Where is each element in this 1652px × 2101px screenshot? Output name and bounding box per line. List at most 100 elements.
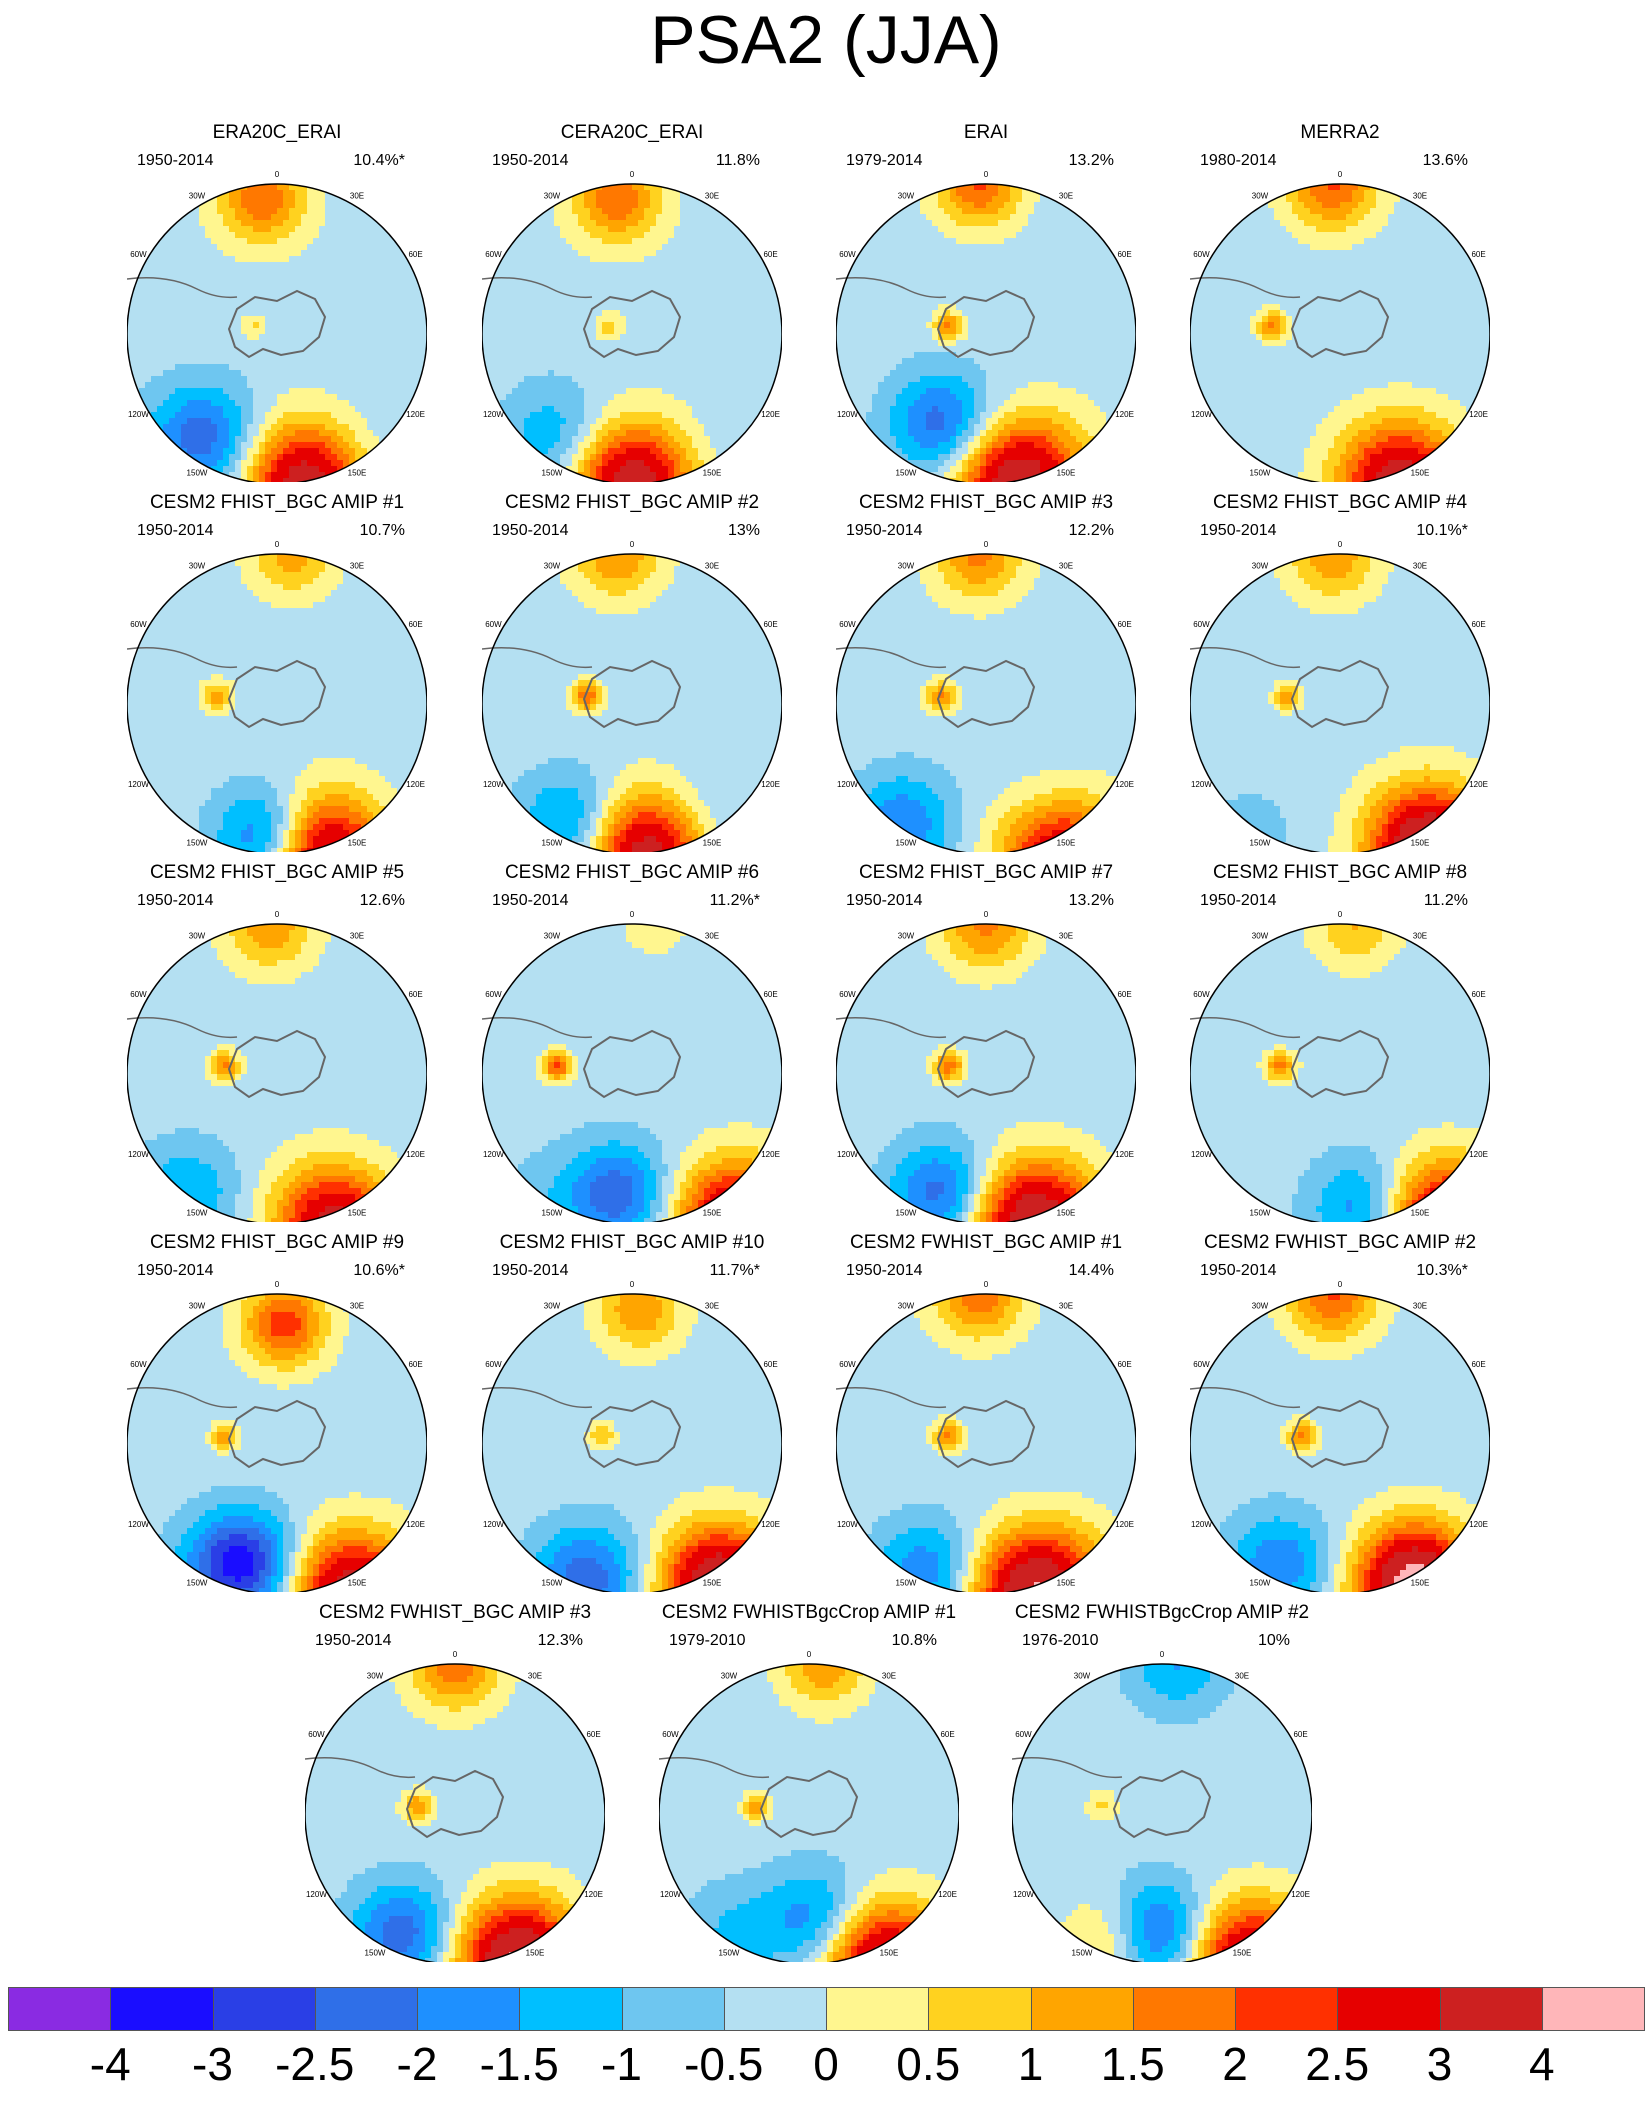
longitude-label: 120W	[837, 780, 858, 789]
longitude-label: 150E	[1411, 469, 1430, 478]
longitude-label: 150W	[542, 469, 563, 478]
south-america-outline	[1190, 277, 1301, 299]
longitude-label: 0	[984, 170, 989, 179]
south-america-outline	[1012, 1757, 1123, 1779]
longitude-label: 30E	[1059, 1301, 1073, 1310]
longitude-label: 60W	[485, 620, 502, 629]
contour-field	[1012, 1664, 1312, 1962]
longitude-label: 60W	[1015, 1730, 1032, 1739]
panel-period: 1950-2014	[492, 522, 569, 540]
longitude-label: 150W	[542, 1209, 563, 1218]
map-panel: ERA20C_ERAI1950-201410.4%*030E60E90E120E…	[127, 122, 427, 482]
longitude-label: 150W	[1250, 839, 1271, 848]
longitude-label: 120W	[1191, 1150, 1212, 1159]
longitude-label: 0	[807, 1650, 812, 1659]
polar-map: 030E60E90E120E150E180150W120W90W60W30W	[482, 1280, 782, 1592]
contour-field	[127, 554, 427, 852]
panel-variance: 10.1%*	[1416, 522, 1468, 540]
longitude-label: 120E	[406, 1520, 425, 1529]
map-panel: CESM2 FWHIST_BGC AMIP #3 1950-2014 12.3% 0 3…	[305, 1602, 605, 1962]
polar-map: 030E60E90E120E150E180150W120W90W60W30W	[836, 170, 1136, 482]
longitude-label: 120E	[406, 1150, 425, 1159]
colorbar-label: 2	[1222, 2037, 1248, 2091]
longitude-label: 60W	[1193, 620, 1210, 629]
longitude-label: 150W	[187, 1209, 208, 1218]
longitude-label: 60E	[586, 1730, 600, 1739]
contour-field	[836, 924, 1136, 1222]
colorbar-swatch	[723, 1987, 827, 2031]
panel-period: 1950-2014	[492, 152, 569, 170]
longitude-label: 150E	[348, 1209, 367, 1218]
antarctica-outline	[582, 1399, 682, 1469]
longitude-label: 30W	[1252, 931, 1269, 940]
antarctica-outline	[1290, 289, 1390, 359]
antarctica-outline	[1290, 1399, 1390, 1469]
longitude-label: 30E	[1413, 561, 1427, 570]
colorbar-swatch	[1439, 1987, 1543, 2031]
map-panel: CESM2 FWHISTBgcCrop AMIP #1 1979-2010 10.8…	[659, 1602, 959, 1962]
longitude-label: 150E	[1057, 1209, 1076, 1218]
longitude-label: 60E	[408, 990, 422, 999]
map-panel: CESM2 FHIST_BGC AMIP #2 1950-2014 13% 0 30E 6…	[482, 492, 782, 852]
polar-map: 030E60E90E120E150E180150W120W90W60W30W	[836, 540, 1136, 852]
colorbar-label: 1.5	[1101, 2037, 1165, 2091]
longitude-label: 30W	[189, 931, 206, 940]
longitude-label: 0	[1338, 910, 1343, 919]
longitude-label: 60E	[763, 1360, 777, 1369]
colorbar-swatch	[1235, 1987, 1339, 2031]
polar-map: 030E60E90E120E150E180150W120W90W60W30W	[1190, 1280, 1490, 1592]
longitude-label: 0	[453, 1650, 458, 1659]
longitude-label: 120E	[1291, 1890, 1310, 1899]
longitude-label: 150E	[1057, 469, 1076, 478]
longitude-label: 60W	[130, 250, 147, 259]
longitude-label: 30E	[1413, 1301, 1427, 1310]
panel-period: 1950-2014	[1200, 522, 1277, 540]
map-panel: CESM2 FHIST_BGC AMIP #9 1950-2014 10.6%* 0 3…	[127, 1232, 427, 1592]
antarctica-outline	[936, 1399, 1036, 1469]
south-america-outline	[1190, 1387, 1301, 1409]
panel-period: 1950-2014	[492, 1262, 569, 1280]
longitude-label: 150W	[365, 1949, 386, 1958]
longitude-label: 150E	[1057, 839, 1076, 848]
panel-title: CESM2 FHIST_BGC AMIP #4	[1190, 492, 1490, 514]
colorbar-label: -1.5	[480, 2037, 559, 2091]
longitude-label: 120W	[837, 1150, 858, 1159]
map-panel: MERRA21980-201413.6%030E60E90E120E150E18…	[1190, 122, 1490, 482]
longitude-label: 60W	[130, 990, 147, 999]
longitude-label: 120W	[128, 410, 149, 419]
map-panel: CESM2 FWHIST_BGC AMIP #1 1950-2014 14.4% 0 3…	[836, 1232, 1136, 1592]
longitude-label: 0	[275, 540, 280, 549]
longitude-label: 30W	[898, 191, 915, 200]
south-america-outline	[482, 1017, 593, 1039]
longitude-label: 30E	[1059, 931, 1073, 940]
longitude-label: 60E	[1471, 1360, 1485, 1369]
contour-field	[127, 1294, 427, 1592]
longitude-label: 30W	[898, 931, 915, 940]
panel-variance: 10.7%	[360, 522, 405, 540]
antarctica-outline	[582, 1029, 682, 1099]
panel-variance: 12.6%	[360, 892, 405, 910]
south-america-outline	[482, 277, 593, 299]
longitude-label: 150W	[1250, 1209, 1271, 1218]
contour-field	[482, 184, 782, 482]
longitude-label: 150E	[1057, 1579, 1076, 1588]
longitude-label: 60E	[1117, 1360, 1131, 1369]
panel-title: CESM2 FHIST_BGC AMIP #5	[127, 862, 427, 884]
south-america-outline	[659, 1757, 770, 1779]
longitude-label: 0	[984, 910, 989, 919]
longitude-label: 0	[984, 1280, 989, 1289]
map-panel: ERAI1979-201413.2%030E60E90E120E150E1801…	[836, 122, 1136, 482]
longitude-label: 30E	[882, 1671, 896, 1680]
panel-variance: 13.6%	[1423, 152, 1468, 170]
colorbar-swatch	[417, 1987, 521, 2031]
panel-period: 1950-2014	[846, 1262, 923, 1280]
longitude-label: 60E	[763, 250, 777, 259]
longitude-label: 0	[984, 540, 989, 549]
longitude-label: 60W	[1193, 990, 1210, 999]
longitude-label: 120W	[1191, 1520, 1212, 1529]
polar-map: 030E60E90E120E150E180150W120W90W60W30W	[127, 170, 427, 482]
polar-map: 030E60E90E120E150E180150W120W90W60W30W	[127, 910, 427, 1222]
panel-period: 1950-2014	[137, 522, 214, 540]
contour-field	[659, 1664, 959, 1962]
map-panel: CESM2 FWHIST_BGC AMIP #2 1950-2014 10.3%* 0…	[1190, 1232, 1490, 1592]
